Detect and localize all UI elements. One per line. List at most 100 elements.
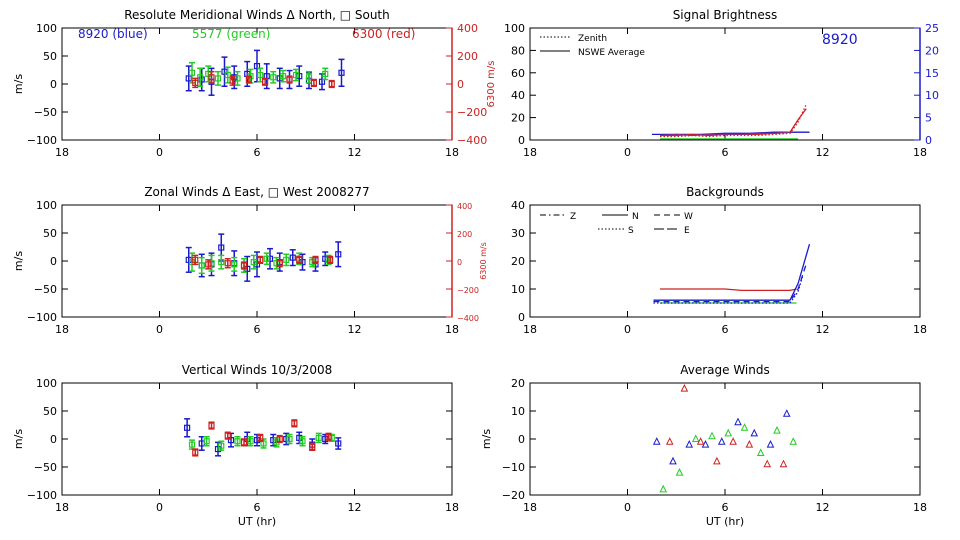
right-tick-label: 5 [925,112,932,125]
x-tick-label: 0 [624,323,631,336]
y-tick-label: 60 [511,67,525,80]
series-line [660,103,807,138]
x-tick-label: 12 [816,501,830,514]
x-tick-label: 6 [254,501,261,514]
y-tick-label: 40 [511,89,525,102]
x-tick-label: 6 [722,323,729,336]
x-tick-label: 18 [913,323,927,336]
x-tick-label: 6 [722,501,729,514]
x-tick-label: 18 [55,501,69,514]
y-tick-label: 30 [511,227,525,240]
x-tick-label: 18 [55,146,69,159]
chart-title: Average Winds [680,363,770,377]
legend-text: E [684,226,690,236]
y-tick-label: −20 [502,489,525,502]
series-line [653,244,811,301]
data-marker [322,70,329,78]
data-marker [299,438,306,445]
data-marker [338,69,345,76]
triangle-marker [675,467,684,476]
chart-title: Zonal Winds Δ East, □ West 2008277 [144,185,369,199]
data-marker [218,442,225,449]
triangle-marker [745,439,754,448]
data-marker [192,79,199,86]
triangle-marker [734,417,742,426]
data-marker [283,256,290,263]
data-marker [257,434,264,441]
data-marker [328,80,335,88]
triangle-marker [782,409,791,417]
data-marker [279,73,287,80]
y-tick-label: 20 [511,112,525,125]
data-marker [292,71,300,79]
legend-text: S [628,226,634,236]
triangle-marker [665,437,674,445]
right-tick-label: −200 [457,286,479,295]
data-marker [214,75,222,82]
triangle-marker [680,383,689,392]
plot-annotation: 8920 [822,32,858,48]
x-tick-label: 12 [348,323,362,336]
series-line [653,263,807,303]
data-marker [276,435,283,443]
data-marker [198,262,205,269]
triangle-marker [789,437,798,445]
plot-frame [61,27,453,141]
chart-average: Average Winds 18 0 6 12 18 20 10 0 −10 −20 m/s UT (h… [480,363,927,528]
y-tick-label: 100 [504,22,525,35]
x-tick-label: 6 [722,146,729,159]
data-marker [318,78,326,85]
data-marker [276,260,283,267]
right-tick-label: 400 [457,22,478,35]
y-tick-label: 0 [50,78,57,91]
x-tick-label: 12 [348,146,362,159]
data-marker [224,71,231,79]
y-axis-label: m/s [12,74,25,94]
data-marker [184,424,191,431]
right-tick-label: 0 [457,78,464,91]
y-tick-label: 0 [50,255,57,268]
data-marker [247,438,254,445]
triangle-marker [717,437,726,445]
x-tick-label: 6 [254,323,261,336]
chart-vertical: Vertical Winds 10/3/2008 18 0 6 12 18 100 50 0 −5… [12,363,459,528]
y-tick-label: 0 [518,311,525,324]
data-marker [234,438,241,445]
y-tick-label: −50 [34,461,57,474]
x-tick-label: 18 [523,501,537,514]
data-marker [224,432,231,439]
x-tick-label: 0 [156,146,163,159]
data-marker [227,437,235,444]
data-marker [208,422,215,429]
data-marker [192,256,199,263]
triangle-marker [685,439,694,448]
data-marker [208,74,215,81]
data-marker [231,261,238,268]
legend-text: NSWE Average [578,48,645,58]
data-marker [335,251,342,258]
series-line [660,288,797,292]
data-marker [188,441,196,448]
series-line [660,108,807,137]
x-axis-label: UT (hr) [238,515,276,528]
y-tick-label: 100 [36,22,57,35]
data-marker [245,76,252,83]
data-marker [218,259,225,266]
triangle-marker [740,423,749,431]
right-tick-label: −400 [457,134,487,147]
data-marker [335,440,342,447]
triangle-marker [659,484,668,493]
data-marker [305,74,313,81]
data-marker [257,256,264,263]
y-axis-label: m/s [12,251,25,271]
right-tick-label: 20 [925,44,939,57]
chart-meridional: Resolute Meridional Winds Δ North, □ Sou… [12,8,497,159]
data-marker [327,256,334,263]
right-tick-label: −200 [457,106,487,119]
y-axis-label: m/s [12,429,25,449]
x-tick-label: 12 [348,501,362,514]
data-marker [286,76,293,83]
data-marker [270,74,277,81]
